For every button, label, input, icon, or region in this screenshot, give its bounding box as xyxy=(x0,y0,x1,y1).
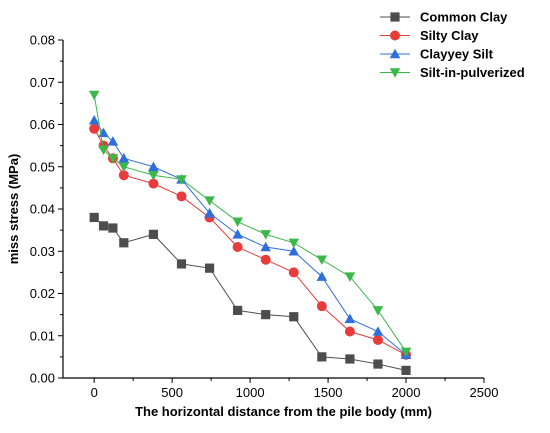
data-point xyxy=(372,326,384,336)
data-point xyxy=(176,175,187,185)
data-point xyxy=(108,223,118,233)
data-point xyxy=(260,230,271,240)
data-point xyxy=(316,255,328,265)
data-point xyxy=(204,263,215,273)
data-point xyxy=(204,196,215,206)
data-point xyxy=(98,221,109,231)
data-point xyxy=(176,259,187,269)
legend-label: Clayyey Silt xyxy=(420,47,494,62)
data-point xyxy=(88,114,100,125)
data-point xyxy=(260,254,271,265)
x-tick-label: 1000 xyxy=(236,385,265,400)
legend-item: Silty Clay xyxy=(380,28,479,43)
data-point xyxy=(176,191,187,202)
y-tick-label: 0.06 xyxy=(30,117,55,132)
x-tick-label: 1500 xyxy=(314,385,343,400)
data-point xyxy=(372,334,383,345)
data-point xyxy=(372,306,384,316)
y-axis-label: miss stress (MPa) xyxy=(6,154,21,265)
data-point xyxy=(232,217,243,227)
data-point xyxy=(373,359,383,369)
legend-label: Common Clay xyxy=(420,10,508,25)
data-point xyxy=(317,352,327,362)
data-point xyxy=(401,365,411,375)
x-axis-label: The horizontal distance from the pile bo… xyxy=(135,404,432,419)
x-tick-label: 500 xyxy=(161,385,183,400)
series-3 xyxy=(88,90,412,358)
legend-label: Silt-in-pulverized xyxy=(420,65,525,80)
data-point xyxy=(107,154,119,164)
series-1 xyxy=(89,123,412,360)
legend-label: Silty Clay xyxy=(420,28,479,43)
data-point xyxy=(148,178,159,189)
data-point xyxy=(98,145,109,156)
data-point xyxy=(148,161,159,171)
data-point xyxy=(204,207,215,218)
series-2 xyxy=(88,114,412,359)
data-point xyxy=(232,242,243,253)
y-tick-label: 0.00 xyxy=(30,371,55,386)
legend-marker xyxy=(390,12,400,22)
y-tick-label: 0.01 xyxy=(30,328,55,343)
x-tick-label: 0 xyxy=(91,385,98,400)
data-point xyxy=(316,301,327,312)
data-point xyxy=(288,267,299,278)
x-tick-label: 2000 xyxy=(392,385,421,400)
data-point xyxy=(288,238,300,249)
series-line xyxy=(93,94,407,353)
data-point xyxy=(344,326,355,337)
data-point xyxy=(118,170,129,181)
data-point xyxy=(233,305,243,315)
legend: Common Clay Silty Clay Clayyey Silt Silt-in… xyxy=(380,10,525,80)
data-point xyxy=(107,136,119,146)
data-point xyxy=(289,312,299,322)
data-point xyxy=(232,229,243,239)
data-point xyxy=(148,229,159,239)
y-axis-ticks: 0.00 0.01 0.02 0.03 0.04 0.05 0.06 0.07 0.08 xyxy=(30,33,63,386)
y-tick-label: 0.08 xyxy=(30,33,55,48)
y-tick-label: 0.04 xyxy=(30,202,55,217)
data-point xyxy=(148,170,159,181)
data-point xyxy=(400,347,412,358)
data-point xyxy=(260,241,271,252)
y-tick-label: 0.07 xyxy=(30,75,55,90)
legend-marker xyxy=(389,68,401,78)
data-point xyxy=(316,271,328,281)
legend-item: Common Clay xyxy=(380,10,508,25)
axes xyxy=(62,40,484,379)
legend-item: Silt-in-pulverized xyxy=(380,65,525,80)
legend-item: Clayyey Silt xyxy=(380,47,494,62)
x-axis-ticks: 0 500 1000 1500 2000 2500 xyxy=(91,378,499,400)
series-0 xyxy=(89,212,411,375)
data-point xyxy=(261,310,271,320)
data-point xyxy=(89,212,99,223)
series-layer xyxy=(88,90,412,375)
data-point xyxy=(119,238,129,248)
data-point xyxy=(88,90,100,101)
data-point xyxy=(344,272,356,282)
y-tick-label: 0.03 xyxy=(30,244,55,259)
data-point xyxy=(89,123,100,134)
y-tick-label: 0.05 xyxy=(30,159,55,174)
data-point xyxy=(344,313,356,324)
y-tick-label: 0.02 xyxy=(30,286,55,301)
data-point xyxy=(345,354,355,364)
data-point xyxy=(288,245,300,256)
data-point xyxy=(118,153,130,163)
data-point xyxy=(118,162,130,173)
legend-marker xyxy=(390,30,400,41)
x-tick-label: 2500 xyxy=(470,385,499,400)
legend-marker xyxy=(389,48,401,59)
series-line xyxy=(93,128,407,356)
